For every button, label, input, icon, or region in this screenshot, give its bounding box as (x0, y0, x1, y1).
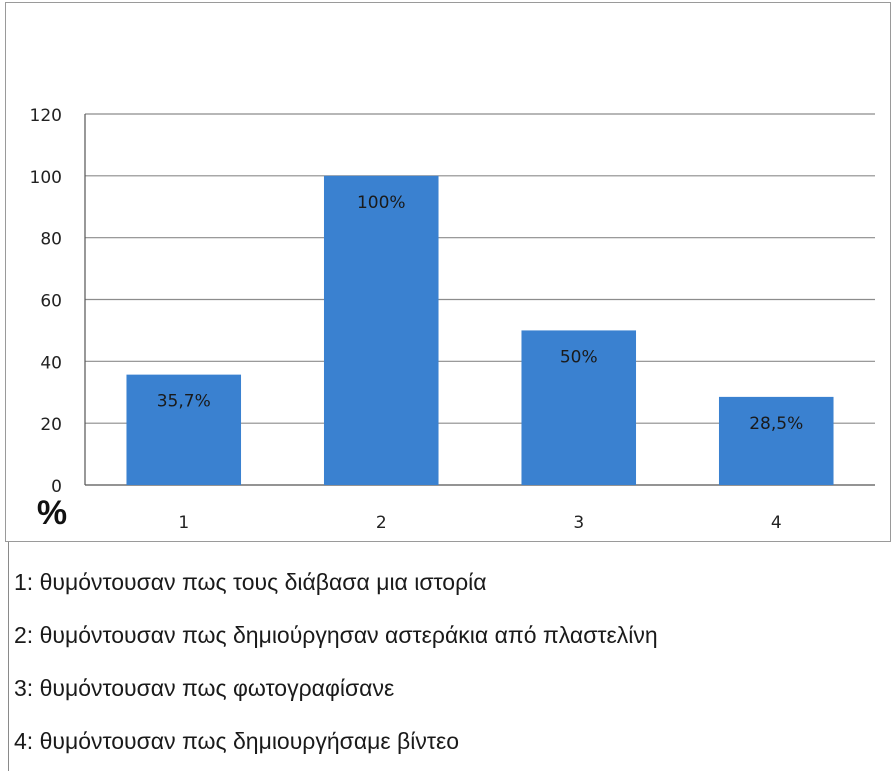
bars (126, 175, 834, 486)
x-tick-label: 3 (573, 513, 584, 533)
x-tick-label: 2 (376, 513, 387, 533)
divider (8, 542, 9, 771)
bar-1 (126, 374, 242, 485)
y-tick-label: 80 (40, 230, 62, 250)
y-tick-labels: 0 20 40 60 80 100 120 (30, 106, 62, 497)
data-label: 50% (560, 347, 598, 367)
legend-item-3: 3: θυμόντουσαν πως φωτογραφίσανε (14, 675, 395, 701)
bar-chart: 0 20 40 60 80 100 120 1 2 3 4 35,7% 100% 50% 28,5% % (30, 106, 875, 533)
y-tick-label: 100 (30, 168, 62, 188)
y-tick-label: 0 (51, 477, 62, 497)
y-tick-label: 40 (40, 353, 62, 373)
x-tick-label: 4 (771, 513, 782, 533)
x-tick-label: 1 (178, 513, 189, 533)
y-tick-label: 60 (40, 292, 62, 312)
data-label: 35,7% (157, 392, 211, 412)
data-label: 28,5% (749, 414, 803, 434)
x-tick-labels: 1 2 3 4 (178, 513, 781, 533)
legend-item-1: 1: θυμόντουσαν πως τους διάβασα μια ιστο… (14, 569, 487, 595)
y-axis-label: % (37, 494, 67, 532)
y-tick-label: 120 (30, 106, 62, 126)
bar-3 (521, 330, 637, 485)
bar-4 (718, 396, 834, 485)
bar-2 (323, 175, 439, 486)
data-labels: 35,7% 100% 50% 28,5% (157, 193, 804, 434)
legend-item-4: 4: θυμόντουσαν πως δημιουργήσαμε βίντεο (14, 728, 460, 754)
chart-frame (5, 2, 891, 542)
y-tick-label: 20 (40, 415, 62, 435)
legend-item-2: 2: θυμόντουσαν πως δημιούργησαν αστεράκι… (14, 622, 658, 648)
legend: 1: θυμόντουσαν πως τους διάβασα μια ιστο… (14, 560, 658, 772)
data-label: 100% (357, 193, 406, 213)
